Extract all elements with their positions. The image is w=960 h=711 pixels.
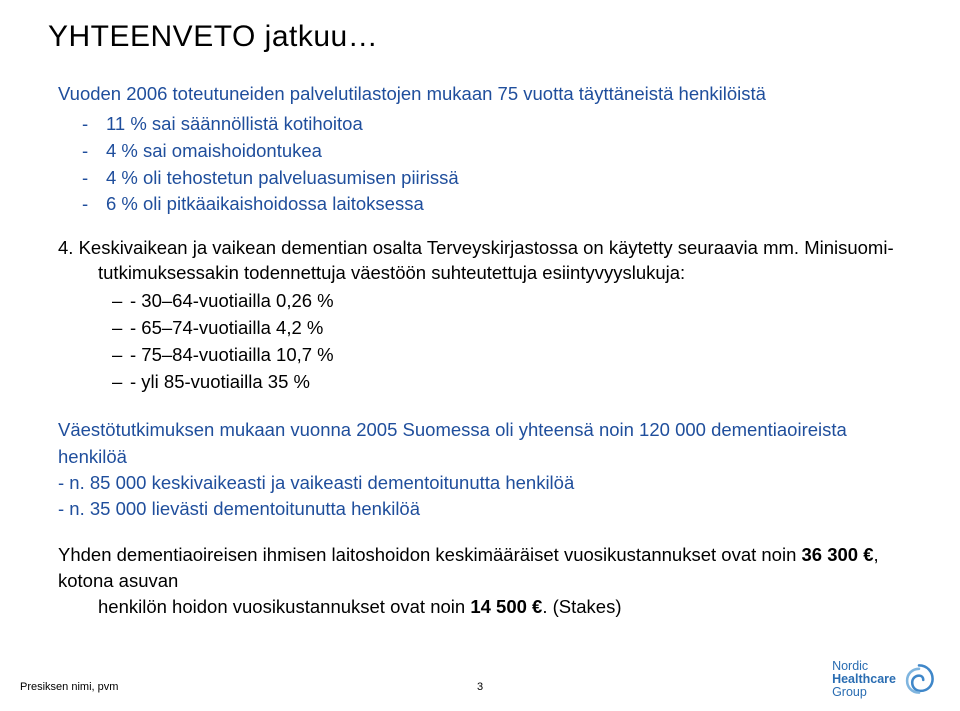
list-item: 4 % oli tehostetun palveluasumisen piiri… — [82, 165, 912, 192]
page-title: YHTEENVETO jatkuu… — [48, 20, 912, 54]
logo: Nordic Healthcare Group — [832, 660, 936, 699]
blue-line: - n. 35 000 lievästi dementoitunutta hen… — [58, 496, 912, 522]
logo-text: Nordic Healthcare Group — [832, 660, 896, 699]
logo-line: Healthcare — [832, 673, 896, 686]
blue-line: - n. 85 000 keskivaikeasti ja vaikeasti … — [58, 470, 912, 496]
logo-line: Nordic — [832, 660, 896, 673]
list-item: - 65–74-vuotiailla 4,2 % — [112, 315, 912, 342]
blue-paragraph: Väestötutkimuksen mukaan vuonna 2005 Suo… — [48, 417, 912, 522]
bullet-list: 11 % sai säännöllistä kotihoitoa 4 % sai… — [48, 111, 912, 218]
cost-value-2: 14 500 — [470, 596, 532, 617]
euro-icon: € — [863, 544, 873, 565]
list-item: 4 % sai omaishoidontukea — [82, 138, 912, 165]
swirl-icon — [902, 662, 936, 696]
logo-line: Group — [832, 686, 896, 699]
numbered-sublist: - 30–64-vuotiailla 0,26 % - 65–74-vuotia… — [48, 288, 912, 395]
num-intro-line1: 4. Keskivaikean ja vaikean dementian osa… — [58, 237, 894, 258]
footer-left-text: Presiksen nimi, pvm — [20, 681, 118, 693]
blue-line: Väestötutkimuksen mukaan vuonna 2005 Suo… — [58, 417, 912, 470]
list-item: - 30–64-vuotiailla 0,26 % — [112, 288, 912, 315]
euro-icon: € — [532, 596, 542, 617]
page-number: 3 — [477, 681, 483, 693]
cost-paragraph: Yhden dementiaoireisen ihmisen laitoshoi… — [48, 542, 912, 620]
list-item: - yli 85-vuotiailla 35 % — [112, 369, 912, 396]
cost-text: . (Stakes) — [542, 596, 621, 617]
numbered-intro: 4. Keskivaikean ja vaikean dementian osa… — [48, 236, 912, 286]
list-item: - 75–84-vuotiailla 10,7 % — [112, 342, 912, 369]
cost-text: henkilön hoidon vuosikustannukset ovat n… — [58, 596, 470, 617]
cost-text: Yhden dementiaoireisen ihmisen laitoshoi… — [58, 544, 802, 565]
list-item: 6 % oli pitkäaikaishoidossa laitoksessa — [82, 191, 912, 218]
num-intro-line2: tutkimuksessakin todennettuja väestöön s… — [58, 261, 685, 286]
list-item: 11 % sai säännöllistä kotihoitoa — [82, 111, 912, 138]
intro-text: Vuoden 2006 toteutuneiden palvelutilasto… — [48, 82, 912, 107]
cost-value-1: 36 300 — [802, 544, 864, 565]
numbered-block: 4. Keskivaikean ja vaikean dementian osa… — [48, 236, 912, 395]
footer: Presiksen nimi, pvm 3 Nordic Healthcare … — [0, 665, 960, 701]
